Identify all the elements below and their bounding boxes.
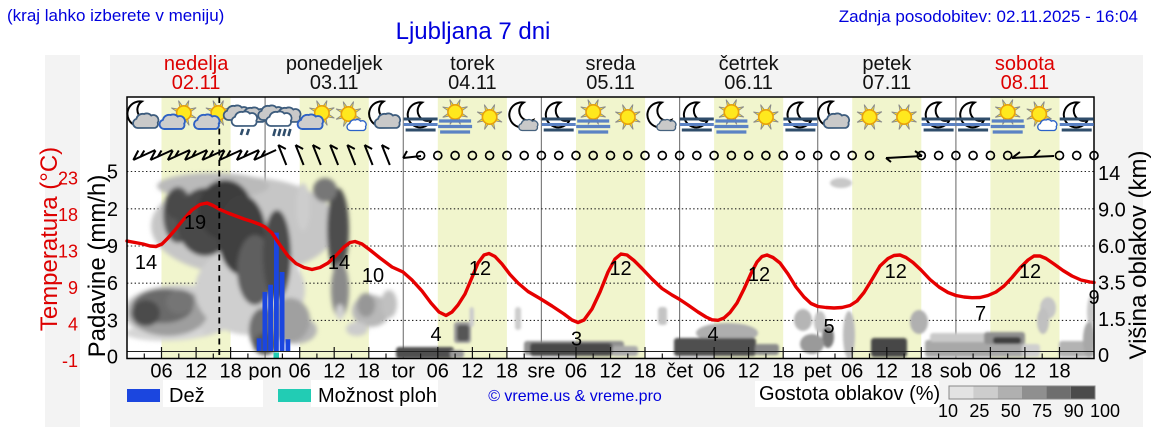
svg-text:9: 9 [107,236,118,258]
svg-text:nedelja: nedelja [164,53,229,75]
svg-text:Gostota oblakov (%): Gostota oblakov (%) [759,383,940,405]
svg-text:18: 18 [358,361,380,383]
svg-text:sobota: sobota [995,53,1056,75]
svg-text:18: 18 [772,361,794,383]
svg-text:Padavine (mm/h): Padavine (mm/h) [84,175,111,358]
svg-text:2: 2 [107,199,118,221]
svg-text:1.5: 1.5 [1098,309,1126,331]
svg-text:18: 18 [634,361,656,383]
svg-text:(kraj lahko izberete v meniju): (kraj lahko izberete v meniju) [7,6,224,25]
svg-text:06.11: 06.11 [724,72,773,94]
svg-text:12: 12 [737,361,759,383]
svg-text:četrtek: četrtek [719,53,780,75]
svg-text:Temperatura (°C): Temperatura (°C) [36,147,63,331]
svg-text:02.11: 02.11 [172,72,221,94]
svg-text:Ljubljana 7 dni: Ljubljana 7 dni [396,18,551,45]
svg-text:18: 18 [910,361,932,383]
svg-text:03.11: 03.11 [310,72,359,94]
svg-text:14: 14 [135,252,157,274]
svg-text:06: 06 [289,361,311,383]
svg-text:06: 06 [427,361,449,383]
svg-text:12: 12 [609,258,631,280]
svg-text:23: 23 [58,168,78,188]
svg-text:0: 0 [107,347,118,369]
svg-text:12: 12 [748,264,770,286]
svg-text:100: 100 [1090,401,1120,421]
svg-text:18: 18 [496,361,518,383]
svg-text:19: 19 [184,212,206,234]
svg-text:25: 25 [969,401,989,421]
svg-text:05.11: 05.11 [586,72,635,94]
svg-text:12: 12 [885,261,907,283]
svg-text:petek: petek [862,53,912,75]
svg-text:18: 18 [1048,361,1070,383]
svg-text:08.11: 08.11 [1001,72,1050,94]
svg-text:07.11: 07.11 [863,72,912,94]
svg-text:12: 12 [469,258,491,280]
svg-text:12: 12 [323,361,345,383]
svg-text:9.0: 9.0 [1098,200,1126,222]
svg-text:Zadnja posodobitev: 02.11.2025: Zadnja posodobitev: 02.11.2025 - 16:04 [839,7,1138,26]
svg-text:06: 06 [565,361,587,383]
svg-text:Višina oblakov (km): Višina oblakov (km) [1125,151,1152,360]
svg-text:12: 12 [1019,261,1041,283]
svg-text:3: 3 [107,310,118,332]
svg-text:90: 90 [1064,401,1084,421]
svg-text:ponedeljek: ponedeljek [286,53,384,75]
svg-text:75: 75 [1032,401,1052,421]
svg-text:04.11: 04.11 [448,72,497,94]
svg-text:čet: čet [666,361,693,383]
svg-text:© vreme.us & vreme.pro: © vreme.us & vreme.pro [488,388,662,405]
svg-text:5: 5 [107,162,118,184]
svg-text:14: 14 [1098,163,1120,185]
svg-text:pet: pet [804,361,832,383]
svg-text:-1: -1 [62,351,78,371]
svg-text:12: 12 [876,361,898,383]
svg-text:6.0: 6.0 [1098,236,1126,258]
svg-text:Možnost ploh: Možnost ploh [318,385,437,407]
svg-text:3: 3 [571,329,582,351]
svg-text:13: 13 [58,241,78,261]
svg-text:6: 6 [107,273,118,295]
svg-text:4: 4 [430,324,441,346]
svg-text:4: 4 [68,314,78,334]
svg-text:14: 14 [328,252,350,274]
svg-text:12: 12 [185,361,207,383]
svg-text:sreda: sreda [585,53,636,75]
svg-text:3.5: 3.5 [1098,273,1126,295]
svg-text:sob: sob [940,361,972,383]
svg-text:torek: torek [450,53,495,75]
svg-text:Dež: Dež [169,385,205,407]
svg-text:18: 18 [58,205,78,225]
svg-text:06: 06 [841,361,863,383]
svg-text:4: 4 [707,324,718,346]
svg-text:9: 9 [68,278,78,298]
svg-text:5: 5 [823,316,834,338]
svg-text:0: 0 [1098,345,1109,367]
svg-text:06: 06 [979,361,1001,383]
svg-text:12: 12 [599,361,621,383]
svg-text:06: 06 [150,361,172,383]
svg-text:pon: pon [248,361,281,383]
svg-text:12: 12 [1014,361,1036,383]
svg-text:10: 10 [362,265,384,287]
svg-text:9: 9 [1088,287,1099,309]
svg-text:tor: tor [392,361,416,383]
svg-text:sre: sre [528,361,556,383]
svg-text:06: 06 [703,361,725,383]
svg-text:12: 12 [461,361,483,383]
svg-text:10: 10 [938,401,958,421]
svg-text:18: 18 [219,361,241,383]
svg-text:7: 7 [975,303,986,325]
svg-text:50: 50 [1001,401,1021,421]
